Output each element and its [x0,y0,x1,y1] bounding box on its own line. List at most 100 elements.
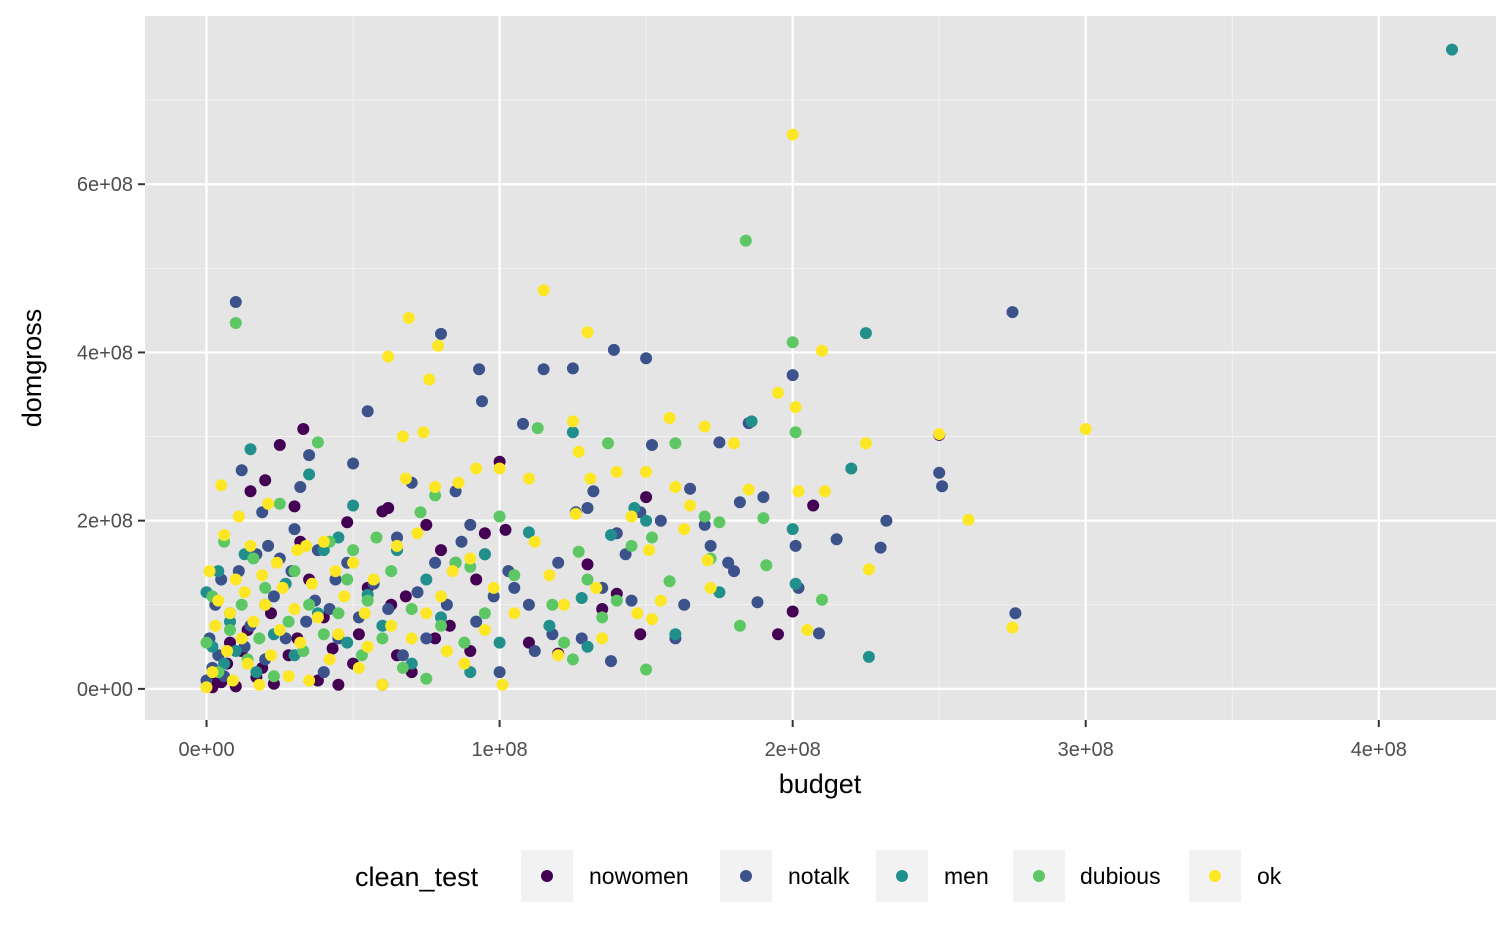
data-point-notalk [880,514,893,527]
data-point-men [317,544,330,557]
data-point-men [640,514,653,527]
data-point-ok [399,472,412,485]
data-point-nowomen [420,518,433,531]
data-point-men [212,565,225,578]
data-point-men [566,426,579,439]
data-point-ok [270,556,283,569]
data-point-men [303,468,316,481]
data-point-ok [253,678,266,691]
data-point-dubious [581,573,594,586]
data-point-men [605,529,617,541]
data-point-nowomen [634,628,647,641]
data-point-dubious [282,615,295,628]
x-tick-label: 2e+08 [765,739,821,761]
data-point-notalk [698,518,711,531]
data-point-notalk [537,363,550,376]
data-point-ok [452,476,465,489]
data-point-dubious [816,593,828,606]
data-point-ok [643,544,656,557]
data-point-notalk [329,573,342,586]
data-point-notalk [262,539,275,552]
data-point-men [581,640,594,653]
data-point-nowomen [596,603,609,615]
data-point-men [862,650,875,663]
data-point-men [786,523,799,536]
data-point-dubious [739,234,752,247]
data-point-dubious [288,565,301,578]
data-point-men [575,592,588,604]
data-point-men [244,443,257,456]
data-point-nowomen [478,527,491,540]
data-point-ok [487,581,500,594]
data-point-dubious [317,628,330,641]
data-point-dubious [760,559,773,572]
data-point-ok [640,465,653,478]
data-point-ok [543,569,556,582]
data-point-men [1446,43,1458,56]
data-point-nowomen [288,500,301,513]
data-point-ok [552,649,565,662]
data-point-ok [742,483,755,496]
data-point-ok [358,607,371,620]
data-point-ok [581,326,594,339]
data-point-ok [212,594,225,607]
data-point-nowomen [352,628,365,641]
data-point-notalk [508,581,521,594]
data-point-notalk [813,627,825,640]
data-point-notalk [830,533,843,546]
data-point-notalk [713,436,726,449]
data-point-dubious [646,531,658,544]
data-point-ok [218,529,231,541]
data-point-men [250,666,263,679]
data-point-ok [429,481,442,493]
data-point-men [376,619,389,632]
data-point-notalk [607,343,620,356]
data-point-notalk [288,523,301,536]
data-point-notalk [728,565,740,578]
data-point-ok [470,462,483,475]
data-point-nowomen [265,607,277,620]
data-point-notalk [566,362,579,375]
data-point-nowomen [807,499,820,512]
data-point-notalk [522,598,535,611]
legend-swatch-nowomen [541,870,553,882]
data-point-notalk [646,439,658,451]
data-point-nowomen [581,558,594,571]
data-point-notalk [874,541,887,554]
data-point-notalk [493,666,506,679]
data-point-ok [646,613,658,626]
data-point-ok [273,624,286,636]
data-point-notalk [751,596,764,609]
data-point-dubious [733,619,746,632]
data-point-notalk [294,481,307,493]
data-point-dubious [531,422,544,435]
data-point-men [789,577,802,590]
data-point-ok [508,607,521,620]
data-point-ok [596,632,609,645]
data-point-notalk [1006,306,1019,319]
data-point-men [745,415,758,428]
data-point-nowomen [522,636,535,649]
data-point-notalk [487,590,500,603]
data-point-dubious [235,598,248,611]
data-point-dubious [385,565,398,578]
data-point-dubious [789,426,802,439]
data-point-dubious [757,512,770,525]
data-point-ok [631,607,644,620]
data-point-ok [256,569,269,582]
data-point-dubious [640,663,653,676]
data-point-ok [241,657,254,670]
data-point-nowomen [297,423,310,435]
data-point-ok [200,681,213,694]
data-point-dubious [572,545,585,558]
legend-label-nowomen: nowomen [589,863,689,889]
legend-label-ok: ok [1257,863,1282,889]
y-axis: 0e+00 2e+08 4e+08 6e+08 [77,174,145,701]
data-point-dubious [247,552,260,565]
data-point-notalk [429,556,442,569]
data-point-ok [247,615,260,628]
data-point-ok [411,527,424,540]
data-point-ok [352,661,365,674]
data-point-dubious [625,539,638,552]
